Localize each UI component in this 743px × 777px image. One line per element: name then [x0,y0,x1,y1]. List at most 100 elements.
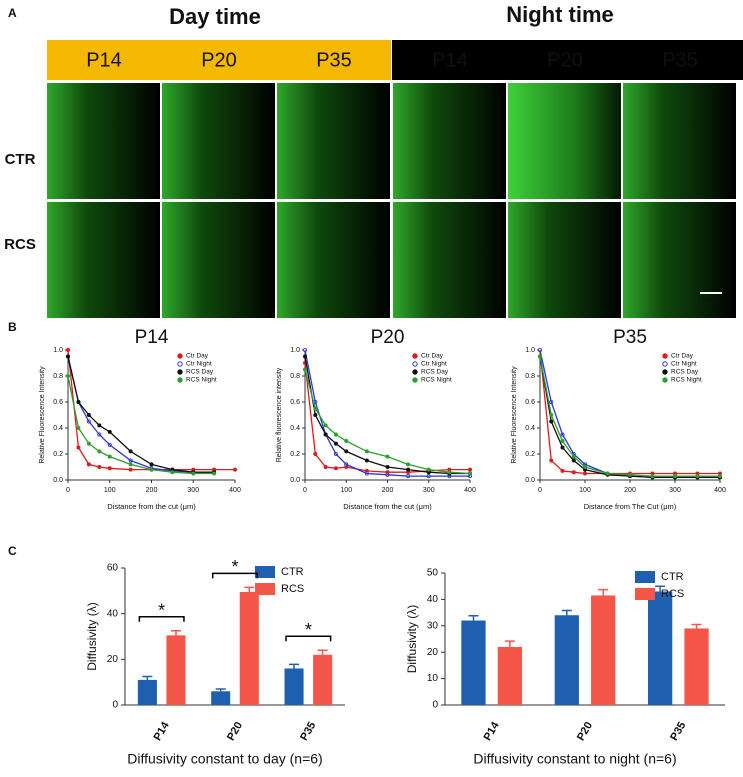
y-tick-label: 60 [107,563,119,574]
legend-marker [662,369,668,375]
micrograph [47,83,160,199]
error-bar [215,688,226,692]
column-label: P35 [662,49,698,71]
legend-marker [177,361,183,367]
x-tick-label: 300 [669,487,681,494]
bar [284,668,304,705]
y-tick-label: 40 [427,594,439,605]
significance-bracket [211,572,259,579]
bar [497,646,522,705]
series-line [304,349,470,477]
legend-marker [412,353,418,359]
x-tick-label: 400 [229,487,241,494]
legend-label: CTR [661,571,684,583]
legend-label: Ctr Day [671,353,694,360]
error-bar [655,585,666,592]
legend-label: RCS Day [186,369,214,376]
legend-label: RCS [281,583,304,595]
legend-swatch [635,588,655,600]
scale-label: 50 μm [703,299,720,305]
y-tick-label: 0.8 [53,373,63,380]
bar [137,679,157,705]
significance-label: * [231,557,238,577]
x-axis-label: Distance from The Cut (μm) [584,502,677,511]
y-axis-label: Diffusivity (λ) [85,602,99,670]
error-bar [468,615,479,621]
x-tick-label: P20 [575,720,595,743]
legend-marker [662,353,668,359]
chart-title: P20 [371,327,405,348]
y-tick-label: 0.0 [53,477,63,484]
legend-swatch [255,566,275,578]
legend-marker [177,369,183,375]
micrograph [508,83,621,199]
bar [554,615,579,705]
y-tick-label: 0.2 [290,451,300,458]
error-bar [244,586,255,592]
bar [211,691,231,705]
y-tick-label: 20 [427,647,439,658]
legend-label: Ctr Night [186,361,212,368]
x-tick-label: 100 [104,487,116,494]
micrograph [623,83,736,199]
y-tick-label: 1.0 [53,347,63,354]
y-tick-label: 0.2 [525,451,535,458]
y-axis-label: Relative fluorescence intensity [276,367,283,462]
chart-title: P35 [613,327,647,348]
legend-marker [412,369,418,375]
micrograph [162,202,275,318]
micrograph [277,202,390,318]
bar [239,591,259,705]
legend-swatch [635,571,655,583]
series-line [67,375,215,475]
y-tick-label: 0.2 [53,451,63,458]
micrograph [508,202,621,318]
x-tick-label: 100 [579,487,591,494]
significance-label: * [158,601,165,621]
error-bar [317,649,328,655]
y-tick-label: 0.6 [53,399,63,406]
row-label: CTR [5,151,36,168]
group-title: Night time [506,2,614,27]
error-bar [142,675,153,680]
legend-label: Ctr Day [186,353,209,360]
x-tick-label: 400 [714,487,726,494]
micrograph [393,83,506,199]
x-tick-label: 300 [423,487,435,494]
series-line [539,356,720,477]
y-tick-label: 1.0 [290,347,300,354]
y-tick-label: 20 [107,654,119,665]
micrograph [277,83,390,199]
legend-label: Ctr Day [421,353,444,360]
series-line [304,369,471,475]
series-line [304,356,470,475]
x-tick-label: 0 [538,487,542,494]
legend-label: RCS Night [421,377,452,384]
column-label: P20 [201,49,237,71]
row-label: RCS [4,236,36,253]
x-tick-label: 400 [464,487,476,494]
micrograph [47,202,160,318]
y-tick-label: 0 [112,700,118,711]
y-tick-label: 10 [427,673,439,684]
y-tick-label: 30 [427,620,439,631]
significance-label: * [305,620,312,640]
bar [648,591,673,705]
micrograph [162,83,275,199]
y-tick-label: 1.0 [525,347,535,354]
legend-label: RCS [661,588,684,600]
legend-marker [412,361,418,367]
bar [461,620,486,705]
panel-label: C [8,544,17,558]
chart-caption: Diffusivity constant to night (n=6) [473,751,676,767]
significance-bracket [285,635,332,642]
column-label: P14 [432,49,468,71]
error-bar [561,609,572,616]
series-line [67,356,215,473]
y-tick-label: 0.6 [525,399,535,406]
y-tick-label: 50 [427,568,439,579]
x-tick-label: 200 [146,487,158,494]
column-label: P20 [547,49,583,71]
y-tick-label: 0.4 [53,425,63,432]
x-tick-label: 200 [624,487,636,494]
